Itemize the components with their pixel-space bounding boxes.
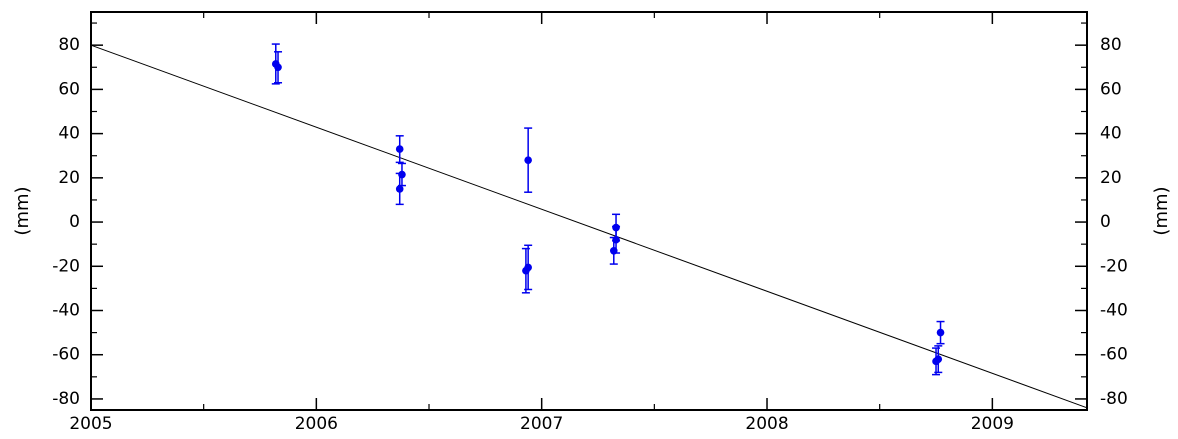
y-tick-label-right: 40 — [1100, 124, 1122, 144]
y-tick-label-left: 80 — [58, 35, 80, 55]
y-tick-label-left: 60 — [58, 79, 80, 99]
data-point — [609, 247, 618, 255]
data-point — [395, 145, 404, 153]
y-tick-label-right: -20 — [1100, 256, 1128, 276]
plot-frame — [90, 11, 1088, 411]
fit-line-group — [90, 44, 1088, 409]
data-point-group — [524, 127, 533, 193]
y-tick-label-left: -60 — [52, 345, 80, 365]
data-point — [524, 156, 532, 164]
y-axis-title-left: (mm) — [12, 186, 33, 235]
data-point — [522, 266, 530, 275]
y-tick-label-right: 80 — [1100, 35, 1122, 55]
data-point — [274, 63, 282, 72]
x-tick-label: 2009 — [971, 414, 1014, 434]
y-tick-label-left: 40 — [58, 124, 80, 144]
y-tick-label-right: 0 — [1100, 212, 1111, 232]
data-point-group — [932, 347, 941, 376]
y-tick-label-right: -80 — [1100, 389, 1128, 409]
data-point-group — [609, 236, 618, 265]
y-axis-title-right: (mm) — [1151, 186, 1172, 235]
data-point-group — [395, 172, 404, 206]
axis-ticks — [90, 12, 1087, 410]
data-point — [932, 357, 940, 366]
y-tick-label-right: -40 — [1100, 301, 1128, 321]
y-tick-label-right: 60 — [1100, 79, 1122, 99]
data-points — [271, 43, 945, 376]
data-point — [395, 185, 404, 193]
y-tick-label-left: 20 — [58, 168, 80, 188]
x-tick-label: 2007 — [520, 414, 563, 434]
y-tick-label-left: -80 — [52, 389, 80, 409]
y-tick-label-left: -20 — [52, 256, 80, 276]
x-tick-label: 2008 — [745, 414, 788, 434]
x-tick-label: 2005 — [69, 414, 112, 434]
y-tick-label-right: -60 — [1100, 345, 1128, 365]
data-point — [936, 328, 945, 337]
data-point-group — [936, 320, 945, 345]
data-point-group — [395, 135, 404, 164]
data-point-group — [274, 51, 283, 84]
x-tick-label: 2006 — [295, 414, 338, 434]
tick-labels: 2005 2006 2007 2008 2009 -80 -80 -60 -60 -40 -40 -2… — [52, 35, 1128, 434]
trend-line — [90, 44, 1088, 409]
data-point-group — [521, 247, 530, 294]
y-tick-label-left: -40 — [52, 301, 80, 321]
y-tick-label-left: 0 — [69, 212, 80, 232]
y-tick-label-right: 20 — [1100, 168, 1122, 188]
